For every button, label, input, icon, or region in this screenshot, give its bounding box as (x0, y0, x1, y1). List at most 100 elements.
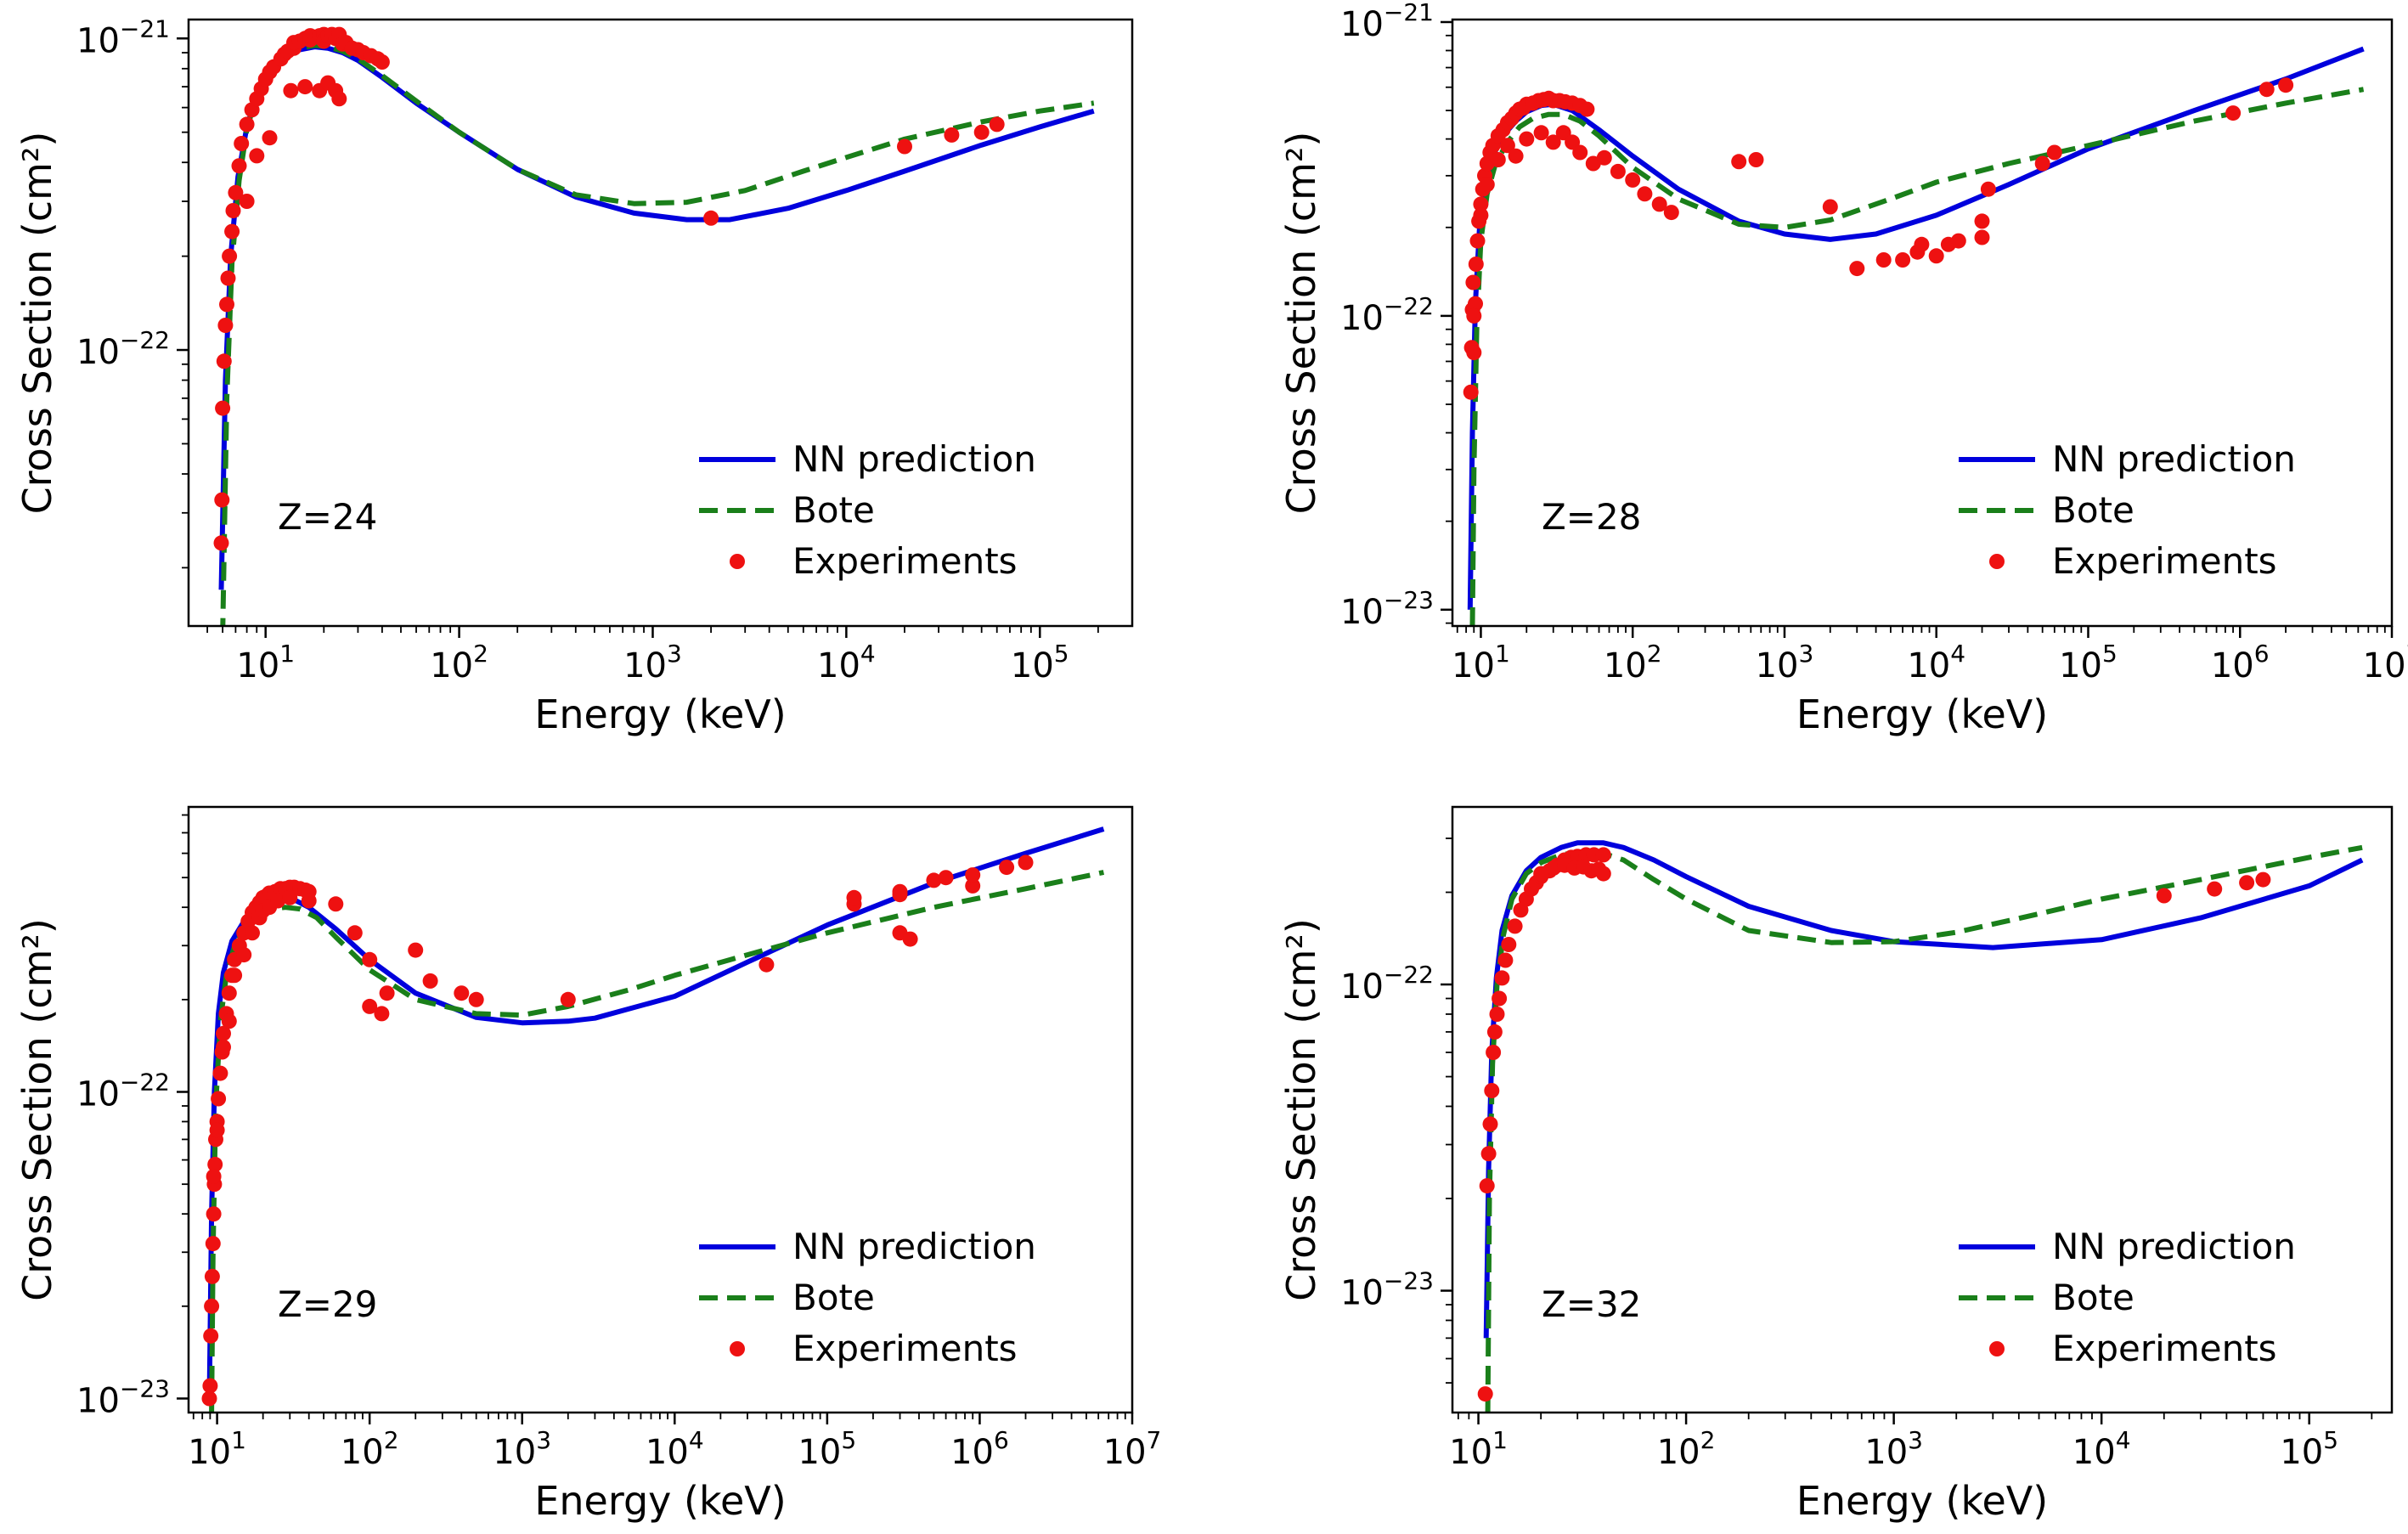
panel-2-xtick-label-0: 101 (1452, 640, 1510, 685)
panel-3-exp-point (926, 872, 942, 888)
panel-3-xtick-label-6: 107 (1103, 1426, 1162, 1472)
panel-1: 101 102 103 104 105 10−21 10−22 Energy (keV) Cro… (14, 14, 1134, 737)
panel-4-exp-point (1477, 1386, 1493, 1402)
panel-2-xlabel: Energy (keV) (1796, 691, 2048, 737)
panel-3-exp-point (892, 883, 908, 900)
panel-3-exp-point (362, 951, 378, 967)
panel-4-exp-point (1595, 847, 1611, 863)
panel-3-exp-point (270, 893, 286, 909)
panel-1-exp-point (225, 203, 241, 218)
panel-3-exp-point (938, 870, 954, 886)
panel-2-plot-area (1463, 46, 2365, 626)
panel-3-exp-point (468, 991, 484, 1007)
panel-1-exp-point (239, 116, 255, 133)
panel-1-ylabel: Cross Section (cm²) (14, 132, 60, 515)
panel-4-bote-line (1485, 844, 2363, 1413)
panel-3-xtick-label-3: 104 (646, 1426, 704, 1472)
panel-2-exp-point (1468, 296, 1483, 312)
panel-2-exp-point (1466, 307, 1482, 324)
panel-3-xtick-label-2: 103 (493, 1426, 551, 1472)
panel-2-exp-point (1980, 181, 1996, 197)
panel-4-exp-point (1484, 1083, 1500, 1098)
panel-1-exp-point (231, 158, 247, 174)
panel-3-legend: NN prediction Bote Experiments (699, 1226, 1036, 1369)
panel-3-exp-point (965, 867, 981, 883)
panel-3-exp-point (560, 991, 576, 1007)
panel-1-exp-point (989, 116, 1005, 133)
panel-3-xtick-label-1: 102 (341, 1426, 399, 1472)
panel-3-xtick-label-0: 101 (188, 1426, 246, 1472)
panel-3-exp-point (204, 1268, 220, 1284)
panel-3-exp-point (374, 1006, 390, 1022)
panel-3-ylabel: Cross Section (cm²) (14, 918, 60, 1301)
panel-2-exp-point (1748, 152, 1764, 167)
panel-2-xtick-label-3: 104 (1907, 640, 1965, 685)
panel-1-xlabel: Energy (keV) (534, 691, 786, 737)
panel-3-exp-point (245, 925, 260, 941)
panel-2-exp-point (2034, 155, 2050, 172)
panel-2-exp-point (1490, 152, 1506, 167)
panel-3-xtick-label-4: 105 (798, 1426, 856, 1472)
panel-2-exp-point (1974, 213, 1990, 229)
panel-4-plot-area (1477, 840, 2364, 1413)
panel-1-exp-point (213, 535, 229, 551)
panel-2-exp-point (1499, 138, 1515, 154)
panel-2-exp-point (1625, 172, 1641, 188)
panel-1-xtick-label-1: 102 (430, 640, 488, 685)
panel-2-exp-point (1928, 248, 1944, 264)
panel-1-legend-exp-swatch (730, 554, 745, 569)
panel-3-exp-point (216, 1025, 231, 1041)
panel-3-exp-point (347, 925, 363, 941)
panel-4-legend-bote-label: Bote (2052, 1277, 2134, 1318)
panel-2-xtick-label-2: 103 (1756, 640, 1814, 685)
panel-3-exp-point (227, 967, 243, 984)
panel-4-exp-point (1486, 1024, 1503, 1040)
panel-2-exp-point (1895, 252, 1911, 268)
panel-4-exp-point (1533, 866, 1549, 882)
panel-1-exp-point (220, 270, 236, 286)
panel-2-exp-point (1579, 101, 1595, 117)
panel-3-z-annotation: Z=29 (278, 1283, 377, 1325)
panel-3-exp-point (211, 1091, 227, 1107)
panel-3-exp-point (379, 985, 395, 1001)
panel-2-exp-point (1463, 384, 1479, 400)
panel-2-legend-bote-label: Bote (2052, 489, 2134, 531)
panel-4: 101 102 103 104 105 10−22 10−23 Energy (keV) Cro… (1278, 805, 2394, 1524)
panel-4-xtick-label-2: 103 (1864, 1426, 1923, 1472)
panel-2-ytick-label-2: 10−23 (1340, 586, 1434, 632)
panel-2-exp-point (1731, 154, 1747, 170)
panel-1-exp-point (973, 124, 990, 140)
panel-3-exp-point (282, 889, 298, 905)
panel-3-exp-point (422, 973, 438, 989)
panel-4-ylabel: Cross Section (cm²) (1278, 918, 1324, 1301)
panel-3-xtick-label-5: 106 (950, 1426, 1009, 1472)
panel-2-exp-point (1469, 233, 1486, 249)
panel-4-exp-point (1479, 1178, 1495, 1194)
panel-3-legend-bote-label: Bote (792, 1277, 875, 1318)
panel-1-exp-point (234, 136, 250, 151)
panel-3-exp-point (209, 1122, 225, 1138)
panel-2-exp-point (1950, 233, 1966, 249)
panel-3-legend-nn-label: NN prediction (792, 1226, 1036, 1267)
panel-4-legend-nn-label: NN prediction (2052, 1226, 2296, 1267)
panel-2-xtick-label-5: 106 (2211, 640, 2270, 685)
panel-3-plot-area (201, 826, 1105, 1413)
panel-2-exp-point (1849, 261, 1865, 277)
panel-3-exp-point (201, 1390, 217, 1407)
panel-1-exp-point (944, 127, 960, 143)
panel-4-exp-point (1497, 952, 1514, 968)
panel-3-legend-exp-swatch (730, 1341, 745, 1356)
panel-2-legend-exp-swatch (1989, 554, 2005, 569)
panel-1-ytick-label-0: 10−21 (76, 14, 170, 60)
panel-4-legend-exp-label: Experiments (2052, 1328, 2277, 1369)
panel-2-xtick-label-4: 105 (2059, 640, 2118, 685)
panel-2-xtick-label-1: 102 (1604, 640, 1662, 685)
panel-1-legend: NN prediction Bote Experiments (699, 438, 1036, 582)
panel-3-exp-point (206, 1206, 222, 1222)
panel-1-exp-point (262, 130, 278, 146)
panel-1-exp-point (216, 353, 232, 369)
panel-3-exp-point (207, 1156, 223, 1172)
panel-2-exp-point (1465, 274, 1481, 290)
panel-2-legend-exp-label: Experiments (2052, 540, 2277, 582)
